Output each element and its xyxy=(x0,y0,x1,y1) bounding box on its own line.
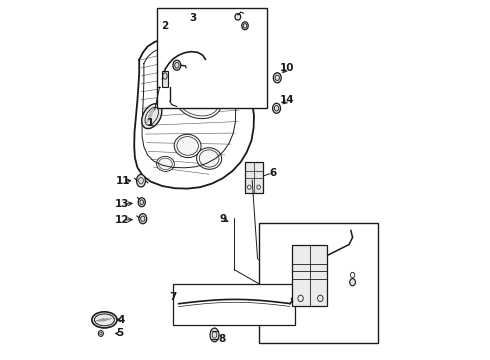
Ellipse shape xyxy=(138,198,146,207)
Bar xyxy=(162,71,168,87)
Ellipse shape xyxy=(273,73,281,83)
Text: 13: 13 xyxy=(115,199,130,210)
Text: 4: 4 xyxy=(118,315,125,325)
Bar xyxy=(292,244,327,306)
Bar xyxy=(173,284,295,325)
Ellipse shape xyxy=(350,279,355,286)
Text: 6: 6 xyxy=(270,168,276,178)
Text: 5: 5 xyxy=(117,328,124,338)
Ellipse shape xyxy=(196,148,221,169)
Ellipse shape xyxy=(137,175,146,187)
Text: 2: 2 xyxy=(161,21,168,31)
Ellipse shape xyxy=(272,103,280,113)
Text: 1: 1 xyxy=(147,118,153,128)
Ellipse shape xyxy=(210,328,219,342)
Ellipse shape xyxy=(139,214,147,224)
Bar xyxy=(259,223,378,343)
Text: 12: 12 xyxy=(115,215,130,225)
Ellipse shape xyxy=(242,22,248,30)
Text: 3: 3 xyxy=(189,13,196,23)
Bar xyxy=(245,162,263,193)
Ellipse shape xyxy=(92,312,117,328)
Ellipse shape xyxy=(174,134,201,158)
Ellipse shape xyxy=(235,14,241,20)
Ellipse shape xyxy=(142,104,162,129)
Ellipse shape xyxy=(175,84,221,119)
Text: 9: 9 xyxy=(220,215,227,224)
Text: 10: 10 xyxy=(280,63,294,73)
Text: 14: 14 xyxy=(280,95,294,105)
Ellipse shape xyxy=(173,60,181,70)
Bar xyxy=(157,8,267,108)
Text: 8: 8 xyxy=(218,333,225,343)
Text: 11: 11 xyxy=(116,176,130,186)
Text: 7: 7 xyxy=(169,292,176,302)
Ellipse shape xyxy=(156,156,174,171)
